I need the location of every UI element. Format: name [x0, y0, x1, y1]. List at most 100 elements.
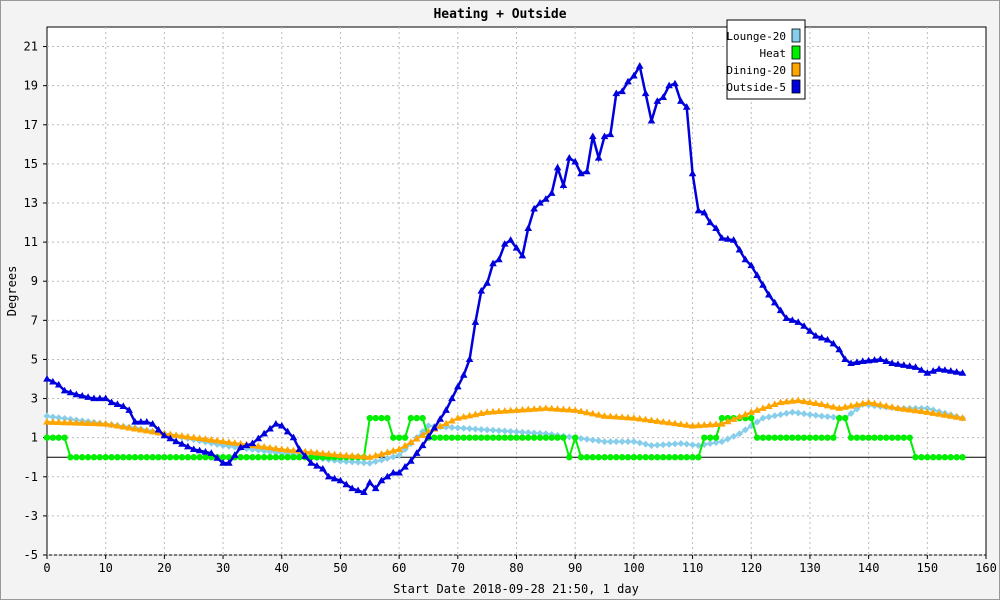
outside-5-point [888, 359, 896, 366]
lounge-20-point [618, 438, 626, 446]
dining-20-point [319, 449, 327, 457]
outside-5-point [66, 388, 75, 396]
outside-5-point [506, 236, 515, 243]
x-tick-label: 100 [623, 561, 645, 575]
lounge-20-point [671, 440, 679, 448]
dining-20-point [888, 403, 896, 410]
outside-5-point [207, 449, 216, 456]
outside-5-point [342, 480, 351, 488]
heat-point [548, 434, 555, 441]
heat-point [495, 434, 503, 441]
dining-20-point [706, 420, 714, 428]
outside-5-point [430, 423, 439, 431]
heat-point [413, 414, 420, 422]
lounge-20-point [694, 441, 702, 449]
heat-point [671, 454, 679, 461]
heat-point [225, 454, 233, 461]
legend-label-outside-5: Outside-5 [726, 81, 786, 94]
outside-5-point [876, 355, 885, 363]
dining-20-point [747, 408, 756, 415]
dining-20-point [612, 412, 621, 420]
heat-point [865, 434, 872, 441]
outside-5-point [60, 386, 69, 394]
dining-20-point [659, 418, 668, 425]
outside-5-point [131, 418, 139, 425]
dining-20-point [530, 405, 538, 412]
outside-5-point [917, 366, 926, 373]
lounge-20-point [636, 439, 644, 447]
dining-20-point [635, 414, 644, 422]
heat-point [237, 454, 244, 461]
dining-20-point [236, 439, 245, 447]
heat-point [941, 454, 949, 461]
outside-5-point [454, 382, 462, 390]
dining-20-point [471, 410, 480, 418]
lounge-20-point [718, 438, 726, 446]
heat-point [172, 454, 180, 461]
dining-20-point [459, 412, 468, 420]
dining-20-point [952, 413, 961, 420]
x-tick-label: 0 [43, 561, 50, 575]
heat-point [272, 454, 280, 461]
heat-point [806, 434, 814, 441]
lounge-20-point [460, 424, 468, 432]
outside-5-point [935, 365, 943, 372]
lounge-20-point [583, 435, 591, 443]
y-tick-label: 3 [31, 392, 38, 406]
outside-5-point [606, 130, 615, 138]
heat-point [483, 434, 491, 441]
dining-20-point [653, 417, 662, 424]
dining-20-point [172, 431, 180, 438]
heat-point [489, 434, 497, 441]
outside-5-point [137, 418, 145, 425]
outside-5-point [864, 356, 873, 364]
outside-5-point [301, 452, 310, 459]
outside-5-point [659, 93, 668, 100]
outside-5-point [841, 355, 849, 363]
outside-5-point [618, 87, 626, 95]
outside-5-point [184, 442, 192, 450]
dining-20-point [559, 405, 568, 413]
lounge-20-point [647, 441, 655, 449]
outside-5-point [307, 459, 315, 466]
outside-5-point [119, 402, 128, 409]
lounge-20-point [454, 424, 462, 432]
dining-20-point [495, 407, 503, 415]
y-tick-label: 21 [24, 40, 38, 54]
dining-20-point [78, 419, 87, 426]
dining-20-point [389, 446, 398, 454]
dining-20-point [148, 427, 157, 435]
heat-point [73, 454, 80, 461]
dining-20-point [723, 417, 732, 425]
dining-20-point [49, 418, 57, 425]
outside-5-point [800, 322, 808, 329]
dining-20-point [465, 411, 474, 419]
lounge-20-point [665, 440, 673, 448]
lounge-20-point [653, 441, 661, 449]
heat-point [161, 454, 168, 461]
outside-5-point [324, 472, 333, 480]
dining-20-point [125, 423, 133, 431]
outside-5-point [336, 476, 345, 484]
dining-20-point [829, 403, 838, 410]
outside-5-point [500, 240, 509, 247]
heat-point [190, 454, 197, 461]
outside-5-point [847, 359, 855, 366]
dining-20-point [512, 406, 521, 413]
heat-point [566, 454, 573, 461]
heat-point [706, 434, 714, 441]
heat-point [536, 434, 544, 441]
outside-5-point [794, 318, 802, 325]
outside-5-point [594, 154, 603, 161]
outside-5-point [254, 434, 263, 442]
heat-point [401, 434, 409, 441]
lounge-20-point [466, 425, 474, 433]
heat-point [795, 434, 802, 441]
heat-point [55, 434, 62, 441]
dining-20-point [688, 421, 697, 429]
heat-point [513, 434, 520, 441]
heat-point [131, 454, 139, 461]
dining-20-point [800, 397, 808, 405]
outside-5-point [442, 406, 450, 413]
